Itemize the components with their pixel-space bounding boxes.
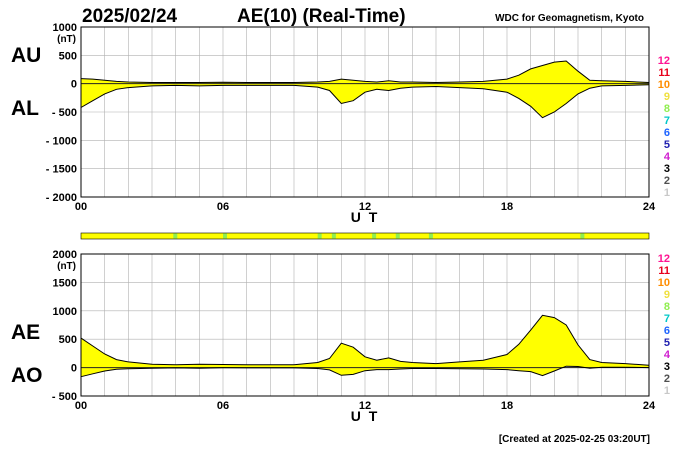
y-tick-label: - 500 xyxy=(52,107,77,119)
series-label-ao: AO xyxy=(11,364,43,387)
y-tick-label: - 500 xyxy=(52,391,77,403)
chart-title: AE(10) (Real-Time) xyxy=(237,6,406,27)
plot-frame xyxy=(80,253,650,397)
unit-label: (nT) xyxy=(57,34,76,45)
station-strip-mark xyxy=(372,233,377,239)
station-strip-mark xyxy=(395,233,400,239)
y-tick-label: 0 xyxy=(71,363,77,375)
station-count-label: 3 xyxy=(664,163,670,175)
station-strip-mark xyxy=(317,233,322,239)
y-tick-label: - 1000 xyxy=(46,135,77,147)
unit-label: (nT) xyxy=(57,261,76,272)
band-fill xyxy=(81,61,649,118)
y-tick-label: - 1500 xyxy=(46,164,77,176)
station-count-label: 9 xyxy=(664,91,670,103)
x-tick-label: 24 xyxy=(643,201,656,213)
created-timestamp: [Created at 2025-02-25 03:20UT] xyxy=(499,434,650,445)
y-tick-label: 500 xyxy=(59,50,77,62)
series-line-ao xyxy=(80,365,650,378)
x-axis-label: U T xyxy=(351,408,380,424)
x-tick-label: 06 xyxy=(217,400,229,412)
station-strip-mark xyxy=(331,233,336,239)
station-count-label: 7 xyxy=(664,115,670,127)
station-count-label: 1 xyxy=(664,187,670,199)
station-count-label: 4 xyxy=(664,151,671,163)
station-count-label: 12 xyxy=(658,253,670,265)
station-strip-mark xyxy=(580,233,585,239)
station-count-label: 10 xyxy=(658,277,670,289)
y-tick-label: 1500 xyxy=(53,277,77,289)
station-strip-bar xyxy=(80,232,650,240)
x-tick-label: 00 xyxy=(75,201,87,213)
station-count-label: 7 xyxy=(664,313,670,325)
y-tick-label: 500 xyxy=(59,334,77,346)
x-tick-label: 18 xyxy=(501,400,513,412)
station-count-label: 8 xyxy=(664,103,670,115)
station-count-label: 9 xyxy=(664,289,670,301)
series-line-ae xyxy=(80,314,650,366)
plot-frame xyxy=(80,26,650,198)
y-tick-label: 2000 xyxy=(53,249,77,261)
series-line-au xyxy=(80,60,650,84)
band-fill xyxy=(81,315,649,377)
x-tick-label: 12 xyxy=(359,201,371,213)
x-tick-label: 18 xyxy=(501,201,513,213)
station-strip-mark xyxy=(428,233,433,239)
date-label: 2025/02/24 xyxy=(82,6,178,27)
y-tick-label: 0 xyxy=(71,79,77,91)
station-count-label: 3 xyxy=(664,361,670,373)
station-strip-mark xyxy=(173,233,178,239)
station-count-label: 6 xyxy=(664,325,670,337)
station-count-label: 5 xyxy=(664,337,670,349)
station-count-label: 4 xyxy=(664,349,671,361)
y-tick-label: 1000 xyxy=(53,22,77,34)
series-label-al: AL xyxy=(11,97,39,120)
y-tick-label: 1000 xyxy=(53,306,77,318)
y-tick-label: - 2000 xyxy=(46,192,77,204)
station-strip-mark xyxy=(223,233,227,239)
x-tick-label: 00 xyxy=(75,400,87,412)
ae-ao-panel: 2000 1500 1000 500 0 - 500 (nT) 00 06 12 18 24 U T AE… xyxy=(11,249,656,424)
station-count-label: 5 xyxy=(664,139,670,151)
series-label-ae: AE xyxy=(11,321,40,344)
au-al-panel: 1000 500 0 - 500 - 1000 - 1500 - 2000 (nT) 00 06 1… xyxy=(11,22,656,225)
station-count-label: 11 xyxy=(658,67,670,79)
source-label: WDC for Geomagnetism, Kyoto xyxy=(495,13,644,24)
station-count-label: 1 xyxy=(664,385,670,397)
x-axis-label: U T xyxy=(351,209,380,225)
station-count-label: 12 xyxy=(658,55,670,67)
x-tick-label: 06 xyxy=(217,201,229,213)
series-line-al xyxy=(80,84,650,119)
x-tick-label: 24 xyxy=(643,400,656,412)
station-count-label: 11 xyxy=(658,265,670,277)
station-count-label: 2 xyxy=(664,373,670,385)
x-tick-label: 12 xyxy=(359,400,371,412)
series-label-au: AU xyxy=(11,44,41,67)
station-count-label: 10 xyxy=(658,79,670,91)
station-count-label: 2 xyxy=(664,175,670,187)
station-count-label: 8 xyxy=(664,301,670,313)
station-strip xyxy=(80,232,650,240)
station-count-label: 6 xyxy=(664,127,670,139)
